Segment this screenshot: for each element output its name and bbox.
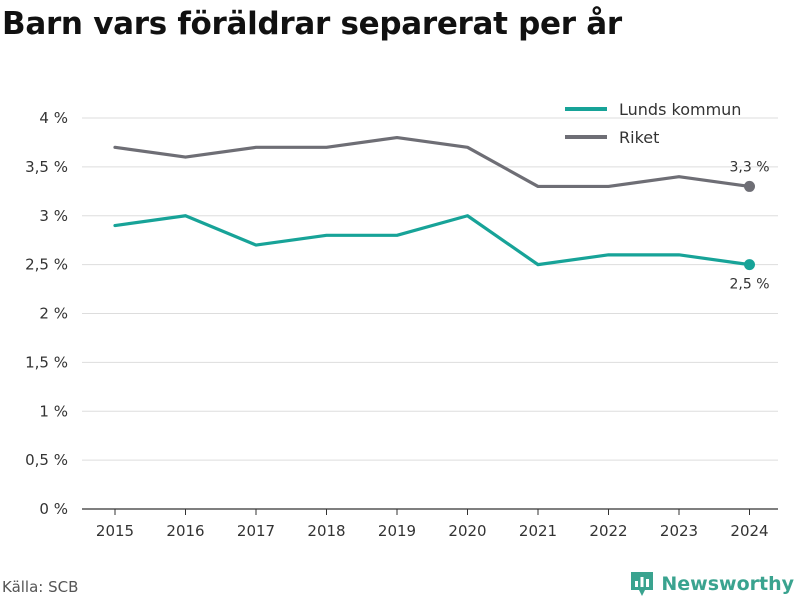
y-tick-label: 2,5 % [25,256,68,274]
x-tick-label: 2020 [448,522,486,540]
y-tick-label: 3,5 % [25,158,68,176]
x-axis: 2015 2016 2017 2018 2019 2020 2021 2022 2023 2024 [82,508,778,540]
y-tick-label: 3 % [39,207,68,225]
legend-label: Riket [619,128,659,147]
source-note: Källa: SCB [2,578,79,596]
y-tick-label: 2 % [39,305,68,323]
series-end-point [744,180,755,192]
y-tick-label: 1,5 % [25,353,68,371]
series-line [113,214,752,267]
end-value-labels: 2,5 % 3,3 % [729,159,769,292]
x-tick-label: 2016 [166,522,204,540]
y-tick-label: 4 % [39,109,68,127]
x-tick-label: 2024 [730,522,768,540]
y-tick-label: 1 % [39,402,68,420]
newsworthy-logo-icon [631,572,654,596]
end-value-label: 3,3 % [729,159,769,175]
x-tick-label: 2018 [307,522,345,540]
x-tick-label: 2022 [589,522,627,540]
series-line [113,135,752,189]
x-tick-label: 2023 [660,522,698,540]
x-tick-label: 2019 [378,522,416,540]
series-end-point [744,259,755,271]
legend-label: Lunds kommun [619,100,741,119]
y-axis-ticks: 0 % 0,5 % 1 % 1,5 % 2 % 2,5 % 3 % 3,5 % 4 % [25,109,68,518]
end-value-label: 2,5 % [729,277,769,293]
series-lines [113,135,755,271]
brand-logo: Newsworthy [629,570,794,598]
grid-lines [82,117,778,461]
y-tick-label: 0,5 % [25,451,68,469]
chart-title: Barn vars föräldrar separerat per år [2,6,622,42]
x-tick-label: 2021 [519,522,557,540]
x-tick-label: 2015 [96,522,134,540]
legend: Lunds kommun Riket [565,100,741,147]
brand-name: Newsworthy [661,573,794,595]
x-tick-label: 2017 [237,522,275,540]
y-tick-label: 0 % [39,500,68,518]
